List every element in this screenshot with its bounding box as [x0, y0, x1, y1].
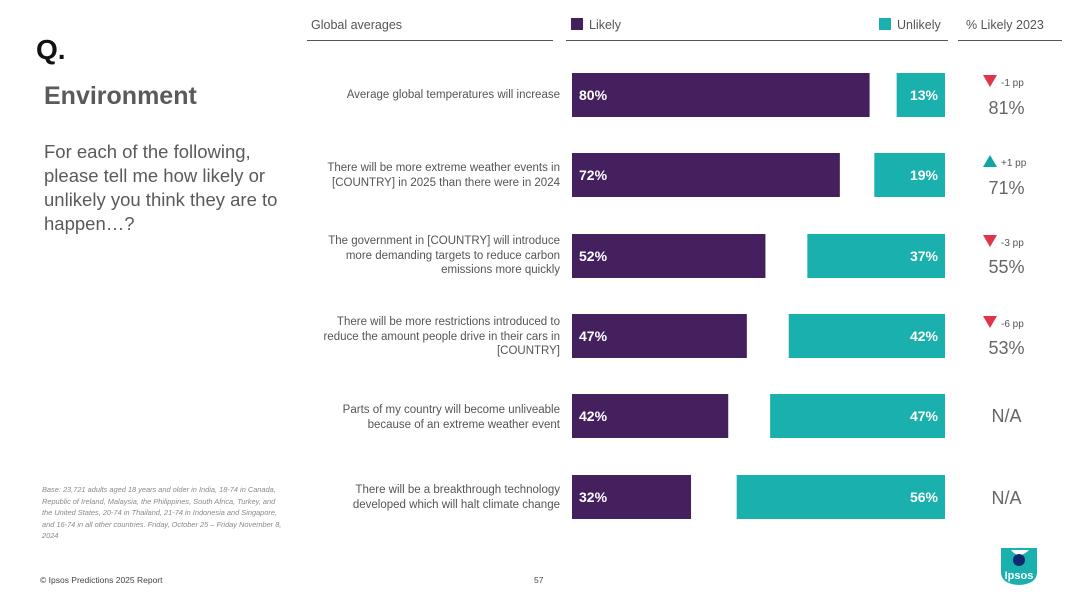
- likely-2023-row-2: 71%: [988, 178, 1025, 198]
- logo-top-notch: [1011, 550, 1029, 555]
- likely-2023-row-4: 53%: [988, 338, 1025, 358]
- page-title: Environment: [44, 82, 197, 110]
- legend-unlikely-swatch: [879, 18, 891, 30]
- header-pct-likely-2023: % Likely 2023: [966, 18, 1044, 32]
- change-text-4: -6 pp: [1001, 319, 1024, 330]
- likely-value-label-4: 47%: [579, 328, 608, 344]
- legend-likely: Likely: [571, 18, 621, 32]
- likely-2023-row-1: 81%: [988, 98, 1025, 118]
- legend-likely-label: Likely: [589, 18, 621, 32]
- likely-value-label-2: 72%: [579, 167, 608, 183]
- q-mark: Q.: [36, 34, 66, 65]
- header-divider-middle: [566, 40, 948, 41]
- footer-text: © Ipsos Predictions 2025 Report: [40, 575, 163, 585]
- down-triangle-icon: [983, 75, 997, 87]
- likely-bar-6: [572, 475, 692, 519]
- unlikely-value-label-6: 56%: [910, 489, 939, 505]
- legend-likely-swatch: [571, 18, 583, 30]
- change-row-1: -1 pp: [983, 75, 1024, 89]
- change-row-4: -6 pp: [983, 316, 1024, 330]
- likely-bar-1: [572, 73, 870, 117]
- unlikely-value-label-2: 19%: [910, 167, 939, 183]
- header-divider-right: [958, 40, 1062, 41]
- likely-value-label-1: 80%: [579, 87, 608, 103]
- likely-bar-3: [572, 234, 766, 278]
- change-text-3: -3 pp: [1001, 238, 1024, 249]
- row-label-4: There will be more restrictions introduc…: [323, 316, 560, 357]
- logo-dot: [1013, 554, 1025, 566]
- legend-unlikely-label: Unlikely: [897, 18, 941, 32]
- change-text-1: -1 pp: [1001, 78, 1024, 89]
- unlikely-value-label-3: 37%: [910, 248, 939, 264]
- base-note: Base: 23,721 adults aged 18 years and ol…: [42, 485, 282, 540]
- likely-value-label-6: 32%: [579, 489, 608, 505]
- up-triangle-icon: [983, 155, 997, 167]
- page-number: 57: [534, 575, 544, 585]
- row-label-2: There will be more extreme weather event…: [327, 162, 560, 189]
- unlikely-bar-6: [736, 475, 945, 519]
- likely-value-label-3: 52%: [579, 248, 608, 264]
- unlikely-bar-1: [896, 73, 945, 117]
- row-label-6: There will be a breakthrough technology …: [352, 484, 560, 511]
- unlikely-bar-2: [874, 153, 945, 197]
- down-triangle-icon: [983, 316, 997, 328]
- likely-bar-2: [572, 153, 840, 197]
- unlikely-bar-3: [807, 234, 945, 278]
- change-text-2: +1 pp: [1001, 158, 1027, 169]
- logo-shield: [1001, 548, 1037, 585]
- row-label-3: The government in [COUNTRY] will introdu…: [328, 235, 560, 276]
- likely-bar-5: [572, 394, 729, 438]
- likely-2023-row-6: N/A: [991, 488, 1022, 508]
- unlikely-value-label-1: 13%: [910, 87, 939, 103]
- likely-2023-row-5: N/A: [991, 406, 1022, 426]
- change-row-3: -3 pp: [983, 235, 1024, 249]
- logo-text: Ipsos: [1005, 570, 1034, 582]
- row-label-5: Parts of my country will become unliveab…: [342, 404, 560, 431]
- header-global-averages: Global averages: [311, 18, 403, 32]
- likely-value-label-5: 42%: [579, 408, 608, 424]
- down-triangle-icon: [983, 235, 997, 247]
- unlikely-value-label-4: 42%: [910, 328, 939, 344]
- legend-unlikely: Unlikely: [879, 18, 941, 32]
- unlikely-bar-5: [770, 394, 945, 438]
- header-divider-left: [307, 40, 553, 41]
- unlikely-value-label-5: 47%: [910, 408, 939, 424]
- change-row-2: +1 pp: [983, 155, 1026, 169]
- likely-2023-row-3: 55%: [988, 257, 1025, 277]
- row-label-1: Average global temperatures will increas…: [346, 89, 560, 101]
- likely-bar-4: [572, 314, 747, 358]
- ipsos-logo: Ipsos: [1001, 548, 1037, 585]
- unlikely-bar-4: [788, 314, 945, 358]
- question-text: For each of the following, please tell m…: [44, 141, 278, 234]
